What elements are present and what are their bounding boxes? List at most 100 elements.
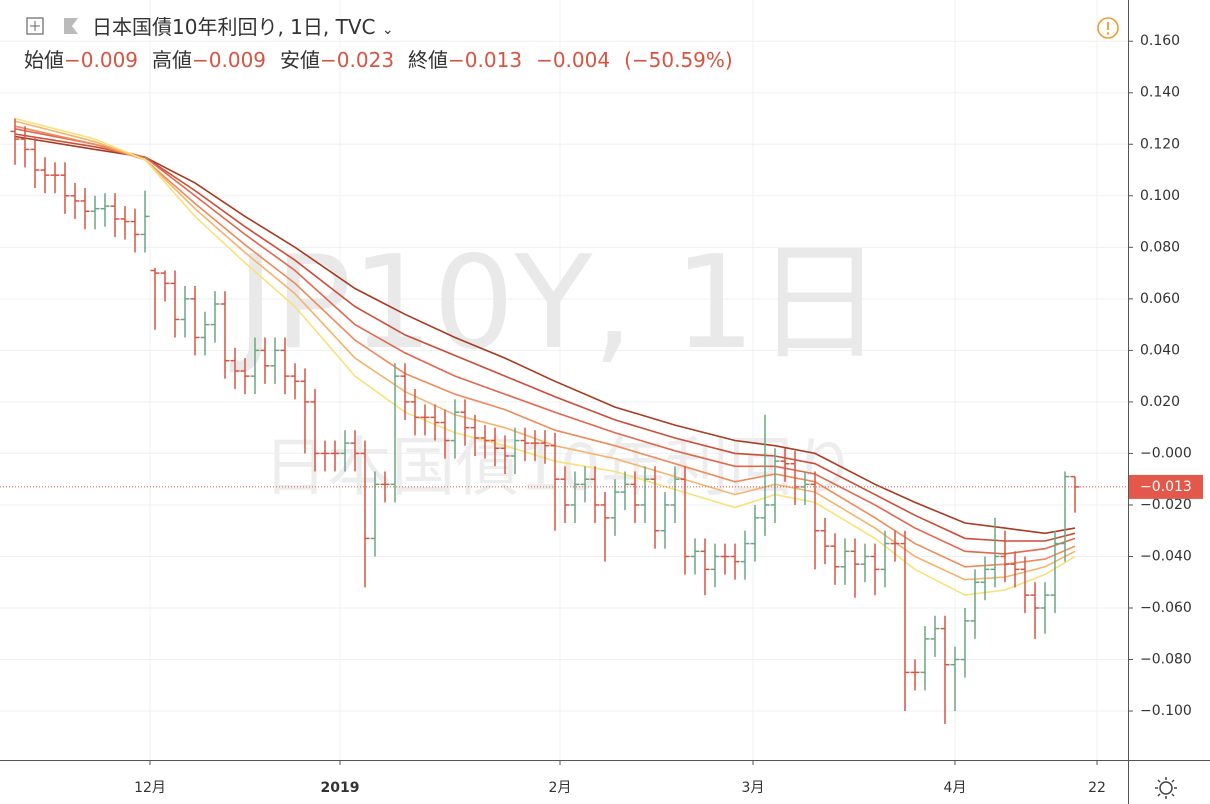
y-tick-label: 0.100 [1140, 188, 1180, 204]
ohlc-bar [510, 427, 520, 475]
y-tick-label: 0.080 [1140, 239, 1180, 255]
ohlc-bar [310, 389, 320, 472]
quote-value: −0.013 [448, 48, 523, 72]
ohlc-bar [550, 432, 560, 531]
ohlc-bar [520, 427, 530, 462]
ohlc-bar [630, 471, 640, 523]
header: 日本国債10年利回り, 1日, TVC ⌄ 始値−0.009 高値−0.009 安値… [24, 12, 747, 75]
ma-line [14, 120, 1076, 581]
ohlc-bar [660, 492, 670, 549]
ohlc-bar [780, 448, 790, 482]
ohlc-bar [920, 626, 930, 691]
ohlc-bar [380, 471, 390, 503]
ohlc-bar [190, 285, 200, 356]
x-tick-label: 3月 [742, 780, 765, 796]
ohlc-bar [750, 504, 760, 562]
ohlc-bar [20, 126, 30, 168]
ohlc-bar [540, 430, 550, 464]
ohlc-bar [420, 404, 430, 436]
ohlc-bar [240, 358, 250, 395]
ohlc-bar [60, 162, 70, 214]
quote-label: 終値 [408, 48, 449, 72]
quote-value: −0.023 [320, 48, 395, 72]
ohlc-bar [460, 399, 470, 446]
ohlc-bar [210, 291, 220, 343]
ohlc-bar [390, 363, 400, 503]
ohlc-bar [30, 136, 40, 189]
ohlc-bar [1070, 475, 1080, 513]
ohlc-bar [340, 430, 350, 472]
flag-icon[interactable] [64, 18, 78, 34]
last-price-label: −0.013 [1140, 479, 1192, 495]
ohlc-bar [270, 337, 280, 384]
ma-line [14, 133, 1076, 542]
settings-icon[interactable] [1155, 777, 1177, 799]
y-tick-label: 0.140 [1140, 85, 1180, 101]
y-tick-label: −0.060 [1140, 600, 1192, 616]
ohlc-bar [930, 615, 940, 657]
watermark: JP10Y, 1日 [230, 229, 884, 378]
x-tick-label: 12月 [134, 780, 166, 796]
ohlc-bar [350, 430, 360, 472]
ohlc-bar [120, 206, 130, 240]
y-tick-label: 0.120 [1140, 136, 1180, 152]
ohlc-bar [880, 530, 890, 588]
ohlc-bar [820, 517, 830, 565]
ohlc-bar [140, 190, 150, 253]
ohlc-bar [100, 193, 110, 227]
ohlc-bar [1050, 530, 1060, 614]
ohlc-bar [80, 188, 90, 230]
ohlc-bar [890, 530, 900, 562]
ohlc-bar [960, 608, 970, 678]
ohlc-bar [670, 466, 680, 523]
warning-icon[interactable] [1097, 17, 1119, 39]
ohlc-bar [900, 530, 910, 712]
ma-line [14, 125, 1076, 568]
y-tick-label: −0.080 [1140, 652, 1192, 668]
y-tick-label: 0.040 [1140, 342, 1180, 358]
ohlc-bar [300, 368, 310, 454]
x-tick-label: 2月 [549, 780, 572, 796]
change-percent: (−50.59%) [624, 48, 733, 72]
ohlc-bar [720, 543, 730, 575]
quote-label: 安値 [280, 48, 321, 72]
ohlc-bar [200, 311, 210, 356]
ohlc-bar [290, 363, 300, 400]
ohlc-bar [580, 466, 590, 503]
ohlc-bar [640, 466, 650, 523]
ohlc-bar [700, 538, 710, 596]
ohlc-bar [70, 182, 80, 219]
ohlc-bar [680, 466, 690, 575]
y-tick-label: 0.020 [1140, 394, 1180, 410]
ohlc-bar [470, 414, 480, 456]
y-tick-label: −0.000 [1140, 445, 1192, 461]
ohlc-bar [1000, 530, 1010, 583]
ohlc-bar [740, 530, 750, 580]
ohlc-bar [180, 285, 190, 338]
quote-line: 始値−0.009 高値−0.009 安値−0.023 終値−0.013 −0.004 (−… [24, 45, 747, 75]
ohlc-bar [430, 404, 440, 441]
ohlc-bar [600, 492, 610, 562]
ohlc-bar [170, 270, 180, 338]
chevron[interactable]: ⌄ [381, 22, 394, 38]
ohlc-bar [400, 363, 410, 420]
ohlc-bar [450, 399, 460, 459]
ohlc-bar [990, 517, 1000, 588]
y-tick-label: −0.020 [1140, 497, 1192, 513]
last-price-box [1129, 474, 1203, 499]
ohlc-bar [440, 409, 450, 459]
change-value: −0.004 [536, 48, 611, 72]
ohlc-bar [1020, 556, 1030, 614]
ohlc-bar [530, 430, 540, 462]
ohlc-bar [950, 646, 960, 712]
ohlc-bar [360, 440, 370, 588]
chart-title[interactable]: 日本国債10年利回り, 1日, TVC [92, 15, 376, 39]
ohlc-bar [370, 471, 380, 557]
ohlc-bar [220, 291, 230, 379]
add-icon[interactable] [26, 17, 44, 35]
ohlc-bar [50, 162, 60, 194]
ohlc-bar [410, 389, 420, 436]
